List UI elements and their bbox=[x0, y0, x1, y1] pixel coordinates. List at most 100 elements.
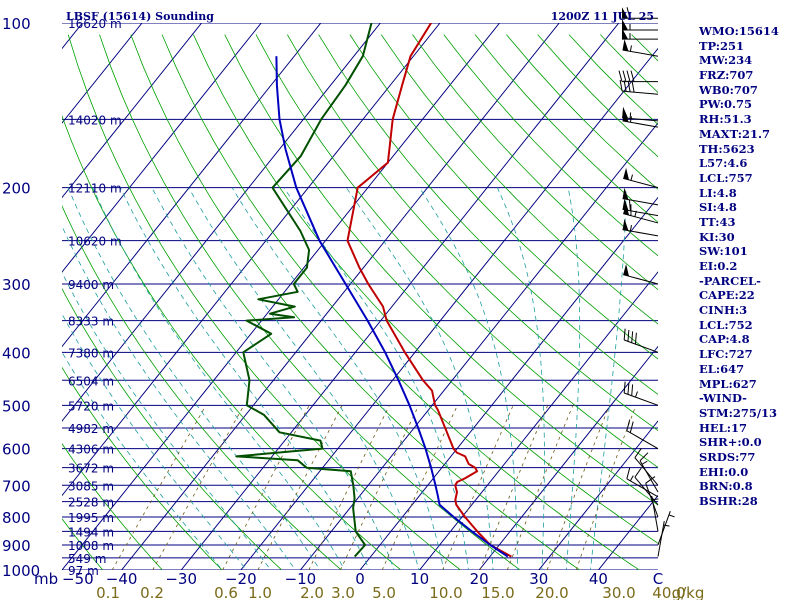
index-entry: HEL:17 bbox=[699, 420, 747, 435]
barb-staff bbox=[622, 198, 659, 206]
barb-flag bbox=[618, 70, 623, 82]
pressure-tick-label: 400 bbox=[2, 344, 31, 362]
pressure-tick-label: 900 bbox=[2, 537, 31, 555]
isotherm-line bbox=[62, 23, 202, 199]
wind-barb bbox=[622, 187, 659, 206]
barb-flag bbox=[634, 332, 637, 345]
wind-barb bbox=[623, 167, 659, 189]
dry-adiabat bbox=[255, 34, 658, 468]
index-entry: LCL:757 bbox=[699, 170, 753, 185]
barb-pennant bbox=[622, 39, 629, 51]
wind-barb bbox=[657, 510, 675, 546]
barb-flag bbox=[645, 476, 656, 484]
barb-flag bbox=[626, 419, 631, 431]
dry-adiabat bbox=[62, 443, 163, 570]
mixing-ratio-line bbox=[479, 405, 549, 570]
height-tick-label: 5720 m bbox=[68, 399, 114, 413]
barb-flag bbox=[634, 448, 642, 458]
height-tick-label: 549 m bbox=[68, 552, 106, 566]
isotherm-line bbox=[121, 23, 560, 570]
wind-barb bbox=[651, 495, 659, 532]
index-entry: SRDS:77 bbox=[699, 449, 756, 464]
mixing-ratio-line bbox=[546, 405, 610, 570]
height-tick-label: 1008 m bbox=[68, 539, 114, 553]
dry-adiabat bbox=[161, 34, 640, 570]
index-entry: WB0:707 bbox=[699, 82, 758, 97]
dry-adiabat bbox=[62, 518, 104, 570]
mixing-ratio-tick-label: 0.2 bbox=[140, 584, 164, 600]
barb-half-flag bbox=[634, 391, 638, 398]
barb-half-flag bbox=[629, 116, 632, 123]
height-tick-label: 7380 m bbox=[68, 346, 114, 360]
station-title: LBSF (15614) Sounding bbox=[66, 10, 214, 23]
moist-adiabat bbox=[62, 271, 272, 570]
dry-adiabat bbox=[349, 34, 658, 360]
dry-adiabat bbox=[62, 366, 223, 570]
wind-barb bbox=[622, 39, 659, 57]
mixing-ratio-tick-label: 0.1 bbox=[96, 584, 120, 600]
barb-staff bbox=[634, 476, 659, 506]
temperature-tick-label: 40 bbox=[589, 570, 608, 588]
height-tick-label: 1494 m bbox=[68, 525, 114, 539]
height-tick-label: 9400 m bbox=[68, 278, 114, 292]
pressure-tick-label: 300 bbox=[2, 276, 31, 294]
index-entry: TH:5623 bbox=[699, 141, 755, 156]
barb-pennant bbox=[623, 167, 630, 180]
wind-barb bbox=[618, 70, 658, 83]
mixing-ratio-line bbox=[308, 405, 390, 570]
barb-pennant bbox=[623, 202, 630, 216]
pressure-tick-label: 700 bbox=[2, 477, 31, 495]
index-entry: KI:30 bbox=[699, 229, 735, 244]
mixing-ratio-tick-label: 1.0 bbox=[248, 584, 272, 600]
barb-half-flag bbox=[629, 45, 632, 52]
barb-staff bbox=[626, 478, 659, 498]
dry-adiabat bbox=[62, 205, 342, 570]
pressure-tick-label: 800 bbox=[2, 509, 31, 527]
isotherm-line bbox=[62, 23, 143, 124]
mixing-ratio-line bbox=[257, 405, 343, 570]
barb-staff bbox=[645, 482, 659, 518]
height-tick-label: 3672 m bbox=[68, 462, 114, 476]
mixing-ratio-line bbox=[152, 405, 245, 570]
dry-adiabat bbox=[99, 34, 521, 570]
index-entry: BRN:0.8 bbox=[699, 479, 753, 494]
mixing-ratio-tick-label: 3.0 bbox=[331, 584, 355, 600]
pressure-tick-label: 1000 bbox=[2, 562, 40, 580]
wind-barb bbox=[622, 19, 658, 31]
index-entry: MW:234 bbox=[699, 53, 753, 68]
index-entry: -PARCEL- bbox=[699, 273, 761, 288]
dry-adiabat bbox=[412, 34, 658, 291]
index-entry: FRZ:707 bbox=[699, 68, 754, 83]
height-tick-label: 4306 m bbox=[68, 443, 114, 457]
temperature-tick-label: 20 bbox=[470, 570, 489, 588]
barb-flag bbox=[631, 331, 634, 343]
barb-flag bbox=[627, 382, 630, 395]
height-tick-label: 14020 m bbox=[68, 113, 122, 127]
barb-flag bbox=[623, 80, 627, 92]
index-entry: MAXT:21.7 bbox=[699, 126, 770, 141]
index-entry: EI:0.2 bbox=[699, 259, 738, 273]
barb-flag bbox=[628, 199, 631, 211]
dry-adiabat bbox=[130, 34, 581, 570]
temperature-tick-label: 10 bbox=[410, 570, 429, 588]
mixing-ratio-line bbox=[506, 405, 574, 570]
wind-barb bbox=[634, 467, 659, 506]
index-entry: BSHR:28 bbox=[699, 494, 758, 508]
barb-half-flag bbox=[641, 460, 648, 465]
index-entry: LI:4.8 bbox=[699, 185, 737, 200]
index-entry: CAPE:22 bbox=[699, 288, 755, 303]
mixing-ratio-tick-label: 20.0 bbox=[535, 584, 568, 600]
wind-barb bbox=[623, 202, 659, 224]
barb-flag bbox=[629, 421, 634, 433]
temperature-tick-label: −30 bbox=[165, 570, 197, 588]
barb-pennant bbox=[622, 110, 629, 122]
wind-barb bbox=[645, 476, 659, 518]
barb-staff bbox=[622, 90, 659, 95]
barb-half-flag bbox=[629, 225, 632, 232]
dry-adiabat bbox=[0, 35, 52, 582]
parcel-line bbox=[275, 56, 509, 558]
isotherm-line bbox=[478, 345, 658, 570]
